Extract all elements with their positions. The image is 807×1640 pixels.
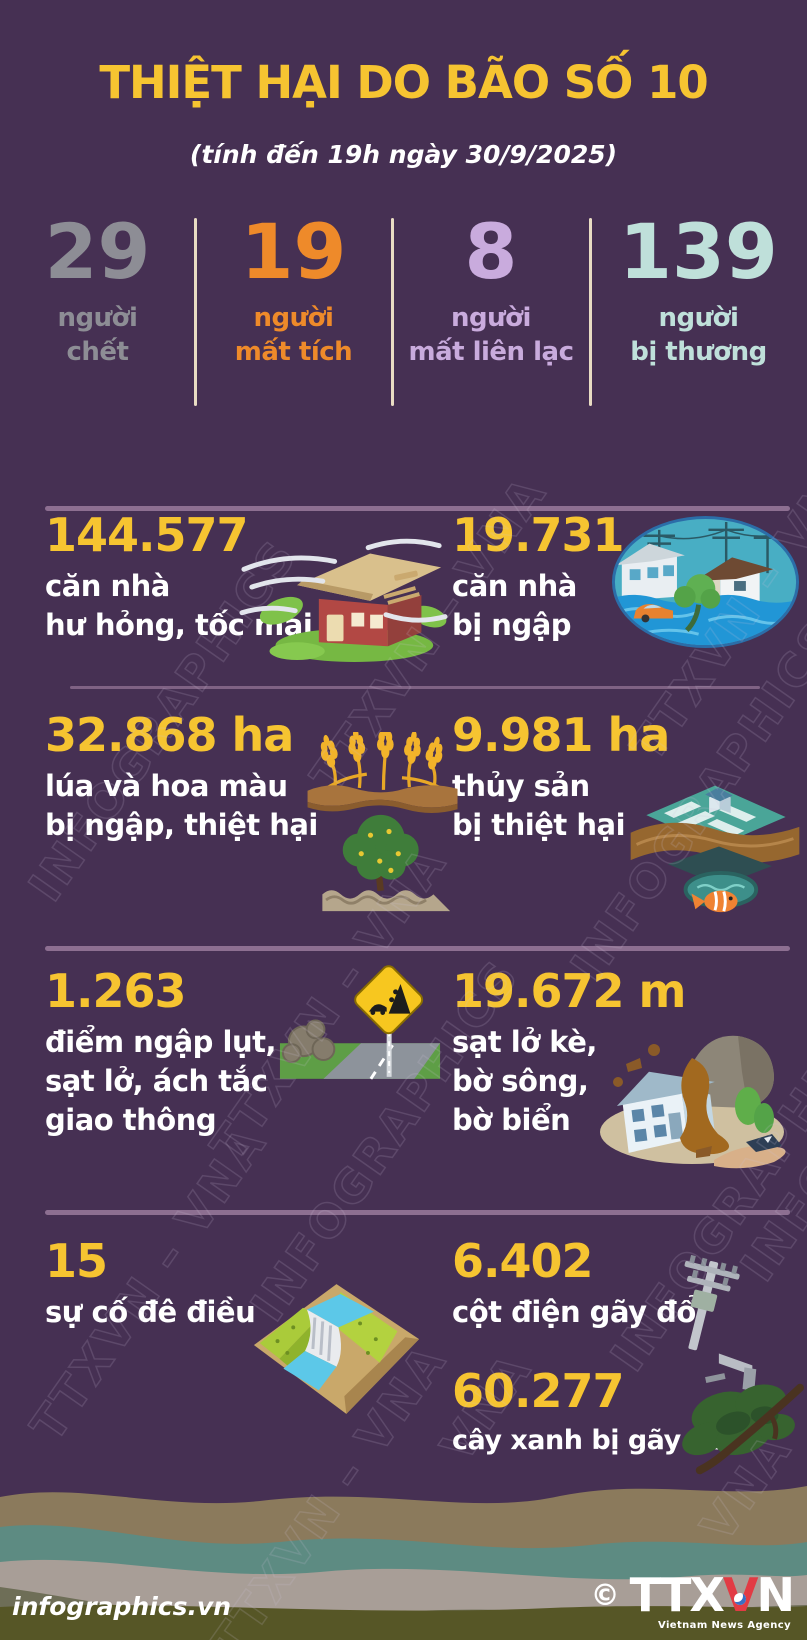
- landslide-house-icon: [596, 1002, 796, 1174]
- stat-injured-label: bị thương: [630, 336, 767, 367]
- landslide-road-sign-icon: [276, 960, 444, 1088]
- divider-line: [70, 686, 760, 689]
- damage-power-poles-value: 6.402: [452, 1234, 594, 1288]
- broken-power-pole-icon: [646, 1250, 774, 1404]
- page-title: THIỆT HẠI DO BÃO SỐ 10: [99, 56, 708, 109]
- damage-dyke-incidents: 15 sự cố đê điều: [45, 1234, 256, 1332]
- wind-damaged-house-icon: [238, 518, 450, 670]
- damage-homes-damaged-label1: căn nhà: [45, 568, 170, 603]
- agency-n: N: [756, 1568, 795, 1622]
- fallen-tree-icon: [682, 1383, 804, 1475]
- damage-aquaculture-label1: thủy sản: [452, 768, 590, 803]
- fish-farm-icon: [626, 768, 804, 924]
- divider-line: [45, 1210, 790, 1215]
- damage-crops-label1: lúa và hoa màu: [45, 768, 288, 803]
- stat-missing-value: 19: [240, 207, 347, 296]
- damage-erosion-label3: bờ biển: [452, 1103, 571, 1138]
- stat-injured-value: 139: [619, 207, 778, 296]
- damage-erosion: 19.672 m sạt lở kè, bờ sông, bờ biển: [452, 964, 686, 1141]
- stat-lost-contact-value: 8: [464, 207, 518, 296]
- landslide-house-icon: [600, 1035, 786, 1169]
- damage-crops-label2: bị ngập, thiệt hại: [45, 807, 318, 842]
- stat-lost-contact-label: mất liên lạc: [408, 336, 574, 367]
- stat-deaths-value: 29: [44, 207, 151, 296]
- damage-erosion-label1: sạt lở kè,: [452, 1024, 597, 1059]
- separator-line: [589, 218, 592, 406]
- wind-damaged-house-icon: [239, 538, 448, 663]
- stat-lost-contact-unit: người: [451, 303, 531, 333]
- landslide-road-sign-icon: [279, 965, 441, 1080]
- damage-erosion-value: 19.672 m: [452, 964, 686, 1018]
- damage-power-poles-label1: cột điện gãy đổ: [452, 1294, 696, 1329]
- damage-crops: 32.868 ha lúa và hoa màu bị ngập, thiệt …: [45, 708, 318, 845]
- broken-power-pole-icon: [684, 1254, 757, 1391]
- damage-crops-value: 32.868 ha: [45, 708, 294, 762]
- damage-aquaculture-label2: bị thiệt hại: [452, 807, 626, 842]
- agency-v: V: [722, 1568, 759, 1622]
- damage-trees-value: 60.277: [452, 1364, 625, 1418]
- damage-flood-points-label1: điểm ngập lụt,: [45, 1024, 276, 1059]
- stat-missing-unit: người: [253, 303, 334, 333]
- damage-dyke-incidents-label1: sự cố đê điều: [45, 1294, 256, 1329]
- stat-lost-contact: 8 người mất liên lạc: [392, 214, 590, 414]
- divider-line: [45, 946, 790, 951]
- stat-missing: 19 người mất tích: [195, 214, 392, 414]
- flooded-houses-icon: [611, 516, 800, 648]
- agency-subtitle: Vietnam News Agency: [658, 1620, 791, 1631]
- separator-line: [391, 218, 394, 406]
- damage-flood-points: 1.263 điểm ngập lụt, sạt lở, ách tắc gia…: [45, 964, 276, 1141]
- fallen-tree-icon: [676, 1372, 807, 1492]
- separator-line: [194, 218, 197, 406]
- stat-deaths: 29 người chết: [0, 214, 195, 414]
- damage-dyke-incidents-value: 15: [45, 1234, 108, 1288]
- terrain-graphic: [0, 1486, 807, 1640]
- flooded-houses-icon: [610, 514, 802, 656]
- page-subtitle: (tính đến 19h ngày 30/9/2025): [189, 140, 618, 169]
- copyright-icon: ©: [590, 1577, 620, 1612]
- casualty-stats-row: 29 người chết 19 người mất tích 8 người …: [0, 214, 807, 414]
- damage-flood-points-value: 1.263: [45, 964, 187, 1018]
- damage-homes-flooded: 19.731 căn nhà bị ngập: [452, 508, 625, 645]
- dam-icon: [253, 1284, 420, 1414]
- damage-aquaculture-value: 9.981 ha: [452, 708, 670, 762]
- agency-name: TTXVN: [630, 1572, 795, 1618]
- rice-crops-icon: [302, 725, 464, 922]
- website-text: infographics.vn: [12, 1592, 232, 1621]
- stat-injured-unit: người: [658, 303, 739, 333]
- divider-line: [45, 506, 790, 511]
- agency-ttx: TTX: [629, 1568, 725, 1622]
- damage-trees-label1: cây xanh bị gãy đổ: [452, 1424, 727, 1456]
- dam-icon: [250, 1280, 422, 1420]
- ttxvn-logo: © TTXVN: [590, 1572, 795, 1618]
- damage-trees: 60.277 cây xanh bị gãy đổ: [452, 1364, 727, 1459]
- fish-farm-icon: [630, 785, 800, 913]
- damage-flood-points-label3: giao thông: [45, 1103, 217, 1138]
- damage-erosion-label2: bờ sông,: [452, 1063, 589, 1098]
- damage-flood-points-label2: sạt lở, ách tắc: [45, 1063, 268, 1098]
- damage-aquaculture: 9.981 ha thủy sản bị thiệt hại: [452, 708, 670, 845]
- stat-missing-label: mất tích: [234, 336, 353, 367]
- stat-deaths-unit: người: [57, 303, 138, 333]
- damage-homes-flooded-value: 19.731: [452, 508, 625, 562]
- damage-power-poles: 6.402 cột điện gãy đổ: [452, 1234, 696, 1332]
- damage-homes-damaged-value: 144.577: [45, 508, 249, 562]
- damage-homes-flooded-label1: căn nhà: [452, 568, 577, 603]
- stat-deaths-label: chết: [66, 336, 129, 367]
- stat-injured: 139 người bị thương: [590, 214, 807, 414]
- damage-homes-flooded-label2: bị ngập: [452, 607, 572, 642]
- rice-crops-icon: [307, 725, 458, 912]
